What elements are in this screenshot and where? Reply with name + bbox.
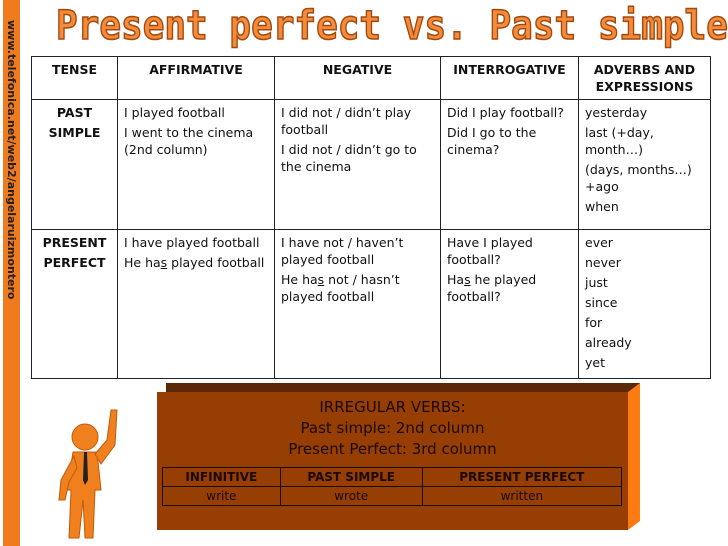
side-url: www.telefonica.net/web2/angelaruizmonter… [5, 20, 18, 300]
text: he played football? [447, 272, 537, 304]
irregular-verbs-text: IRREGULAR VERBS: Past simple: 2nd column… [157, 397, 628, 460]
irregular-heading: IRREGULAR VERBS: [319, 398, 466, 416]
adverb: yet [585, 355, 605, 370]
header-infinitive: INFINITIVE [162, 467, 281, 487]
underlined-s: s [317, 272, 325, 287]
irregular-verbs-table: INFINITIVE PAST SIMPLE PRESENT PERFECT wri… [162, 467, 623, 506]
side-stripe [3, 0, 20, 546]
header-interrogative: INTERROGATIVE [440, 56, 579, 100]
interrogative-cell: Have I played football? Has he played foo… [440, 229, 579, 379]
example: Has he played football? [447, 271, 572, 305]
header-negative: NEGATIVE [274, 56, 441, 100]
example: I played football [124, 105, 225, 120]
adverb: never [585, 255, 621, 270]
adverb: (days, months…) +ago [585, 162, 692, 194]
text: not / hasn’t played football [281, 272, 400, 304]
box-side [628, 383, 640, 530]
text: He ha [281, 272, 318, 287]
adverb: already [585, 335, 632, 350]
negative-cell: I have not / haven’t played football He h… [274, 229, 441, 379]
tense-label: SIMPLE [48, 125, 101, 140]
affirmative-cell: I have played football He has played foot… [117, 229, 275, 379]
example: He has played football [124, 254, 268, 271]
adverbs-cell: yesterday last (+day, month…) (days, month… [578, 99, 711, 230]
table-header-row: TENSE AFFIRMATIVE NEGATIVE INTERROGATIVE… [31, 56, 711, 100]
irregular-line: Past simple: 2nd column [300, 419, 485, 437]
example: I did not / didn’t play football [281, 105, 412, 137]
table-row: PRESENT PERFECT I have played football He … [31, 229, 711, 379]
adverb: yesterday [585, 105, 648, 120]
text: Ha [447, 272, 465, 287]
example: I went to the cinema (2nd column) [124, 125, 254, 157]
adverb: last (+day, month…) [585, 125, 654, 157]
tense-cell: PRESENT PERFECT [31, 229, 118, 379]
tense-label: PERFECT [43, 255, 106, 270]
affirmative-cell: I played football I went to the cinema (2… [117, 99, 275, 230]
irregular-line: Present Perfect: 3rd column [288, 440, 497, 458]
box-top [166, 383, 640, 393]
adverb: for [585, 315, 603, 330]
example: Did I go to the cinema? [447, 125, 537, 157]
underlined-s: s [160, 255, 168, 270]
tense-label: PAST [56, 105, 93, 120]
present-perfect-value: written [421, 486, 623, 506]
infinitive-value: write [162, 486, 281, 506]
example: Have I played football? [447, 235, 533, 267]
header-affirmative: AFFIRMATIVE [117, 56, 275, 100]
negative-cell: I did not / didn’t play football I did no… [274, 99, 441, 230]
text: played football [167, 255, 265, 270]
header-past-simple: PAST SIMPLE [279, 467, 423, 487]
tense-table: TENSE AFFIRMATIVE NEGATIVE INTERROGATIVE… [31, 56, 711, 379]
adverbs-cell: ever never just since for already yet [578, 229, 711, 379]
header-tense: TENSE [31, 56, 118, 100]
adverb: ever [585, 235, 613, 250]
underlined-s: s [464, 272, 471, 287]
interrogative-cell: Did I play football? Did I go to the cine… [440, 99, 579, 230]
tense-label: PRESENT [42, 235, 107, 250]
past-simple-value: wrote [279, 486, 423, 506]
adverb: since [585, 295, 618, 310]
page-title: Present perfect vs. Past simple [55, 2, 728, 50]
example: I have not / haven’t played football [281, 235, 404, 267]
example: I have played football [124, 235, 260, 250]
adverb: just [585, 275, 608, 290]
header-adverbs: ADVERBS AND EXPRESSIONS [578, 56, 711, 100]
example: Did I play football? [447, 105, 564, 120]
irregular-verbs-box [157, 392, 628, 530]
table-row: PAST SIMPLE I played football I went to th… [31, 99, 711, 230]
example: I did not / didn’t go to the cinema [281, 142, 417, 174]
tense-cell: PAST SIMPLE [31, 99, 118, 230]
header-present-perfect: PRESENT PERFECT [421, 467, 623, 487]
adverb: when [585, 199, 619, 214]
example: He has not / hasn’t played football [281, 271, 434, 305]
person-figure-icon [58, 409, 118, 539]
text: He ha [124, 255, 161, 270]
